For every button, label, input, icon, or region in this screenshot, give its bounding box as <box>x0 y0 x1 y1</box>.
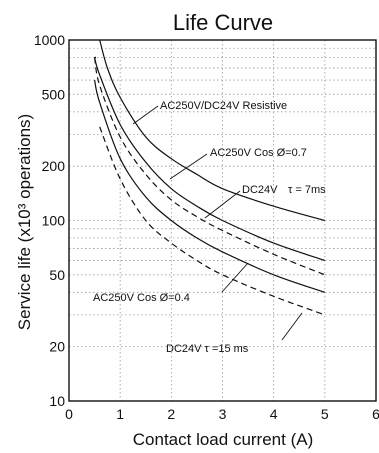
y-tick-label: 20 <box>49 339 65 355</box>
annotation-label: DC24V τ =15 ms <box>166 343 249 355</box>
x-tick-label: 4 <box>270 406 278 422</box>
x-tick-label: 3 <box>219 406 227 422</box>
curve-annotations: AC250V/DC24V Resistive AC250V Cos Ø=0.7 DC… <box>93 100 326 355</box>
series-line-4 <box>94 79 325 293</box>
plot-frame <box>68 39 377 402</box>
y-tick-label: 200 <box>42 158 66 174</box>
y-tick-label: 100 <box>42 213 66 229</box>
tick-labels: 0 1 2 3 4 5 6 10 20 50 100 200 500 1000 <box>34 32 379 422</box>
x-axis-title: Contact load current (A) <box>133 430 313 449</box>
annotation-label: τ = 7ms <box>288 184 326 196</box>
annotation-label: DC24V <box>242 184 278 196</box>
chart-title: Life Curve <box>173 10 273 35</box>
x-tick-label: 6 <box>372 406 379 422</box>
x-tick-label: 1 <box>116 406 124 422</box>
annotation-label: AC250V/DC24V Resistive <box>160 100 287 112</box>
series-line-2 <box>94 57 325 262</box>
y-tick-label: 10 <box>49 393 65 409</box>
x-tick-label: 2 <box>167 406 175 422</box>
life-curves <box>94 39 326 316</box>
series-line-5 <box>99 126 326 316</box>
series-line-1 <box>99 39 325 222</box>
series-line-3 <box>94 57 326 276</box>
y-axis-title: Service life (x10³ operations) <box>15 114 34 330</box>
annotation-leader-line <box>169 153 208 180</box>
y-tick-label: 50 <box>49 267 65 283</box>
annotation-leader-line <box>132 105 159 125</box>
annotation-label: AC250V Cos Ø=0.7 <box>210 147 307 159</box>
x-tick-label: 5 <box>321 406 329 422</box>
annotation-leader-line <box>221 262 249 293</box>
annotation-leader-line <box>204 190 241 219</box>
annotation-label: AC250V Cos Ø=0.4 <box>93 292 190 304</box>
x-tick-label: 0 <box>65 406 73 422</box>
y-tick-label: 1000 <box>34 32 65 48</box>
annotation-leader-line <box>281 312 303 341</box>
y-tick-label: 500 <box>42 86 66 102</box>
